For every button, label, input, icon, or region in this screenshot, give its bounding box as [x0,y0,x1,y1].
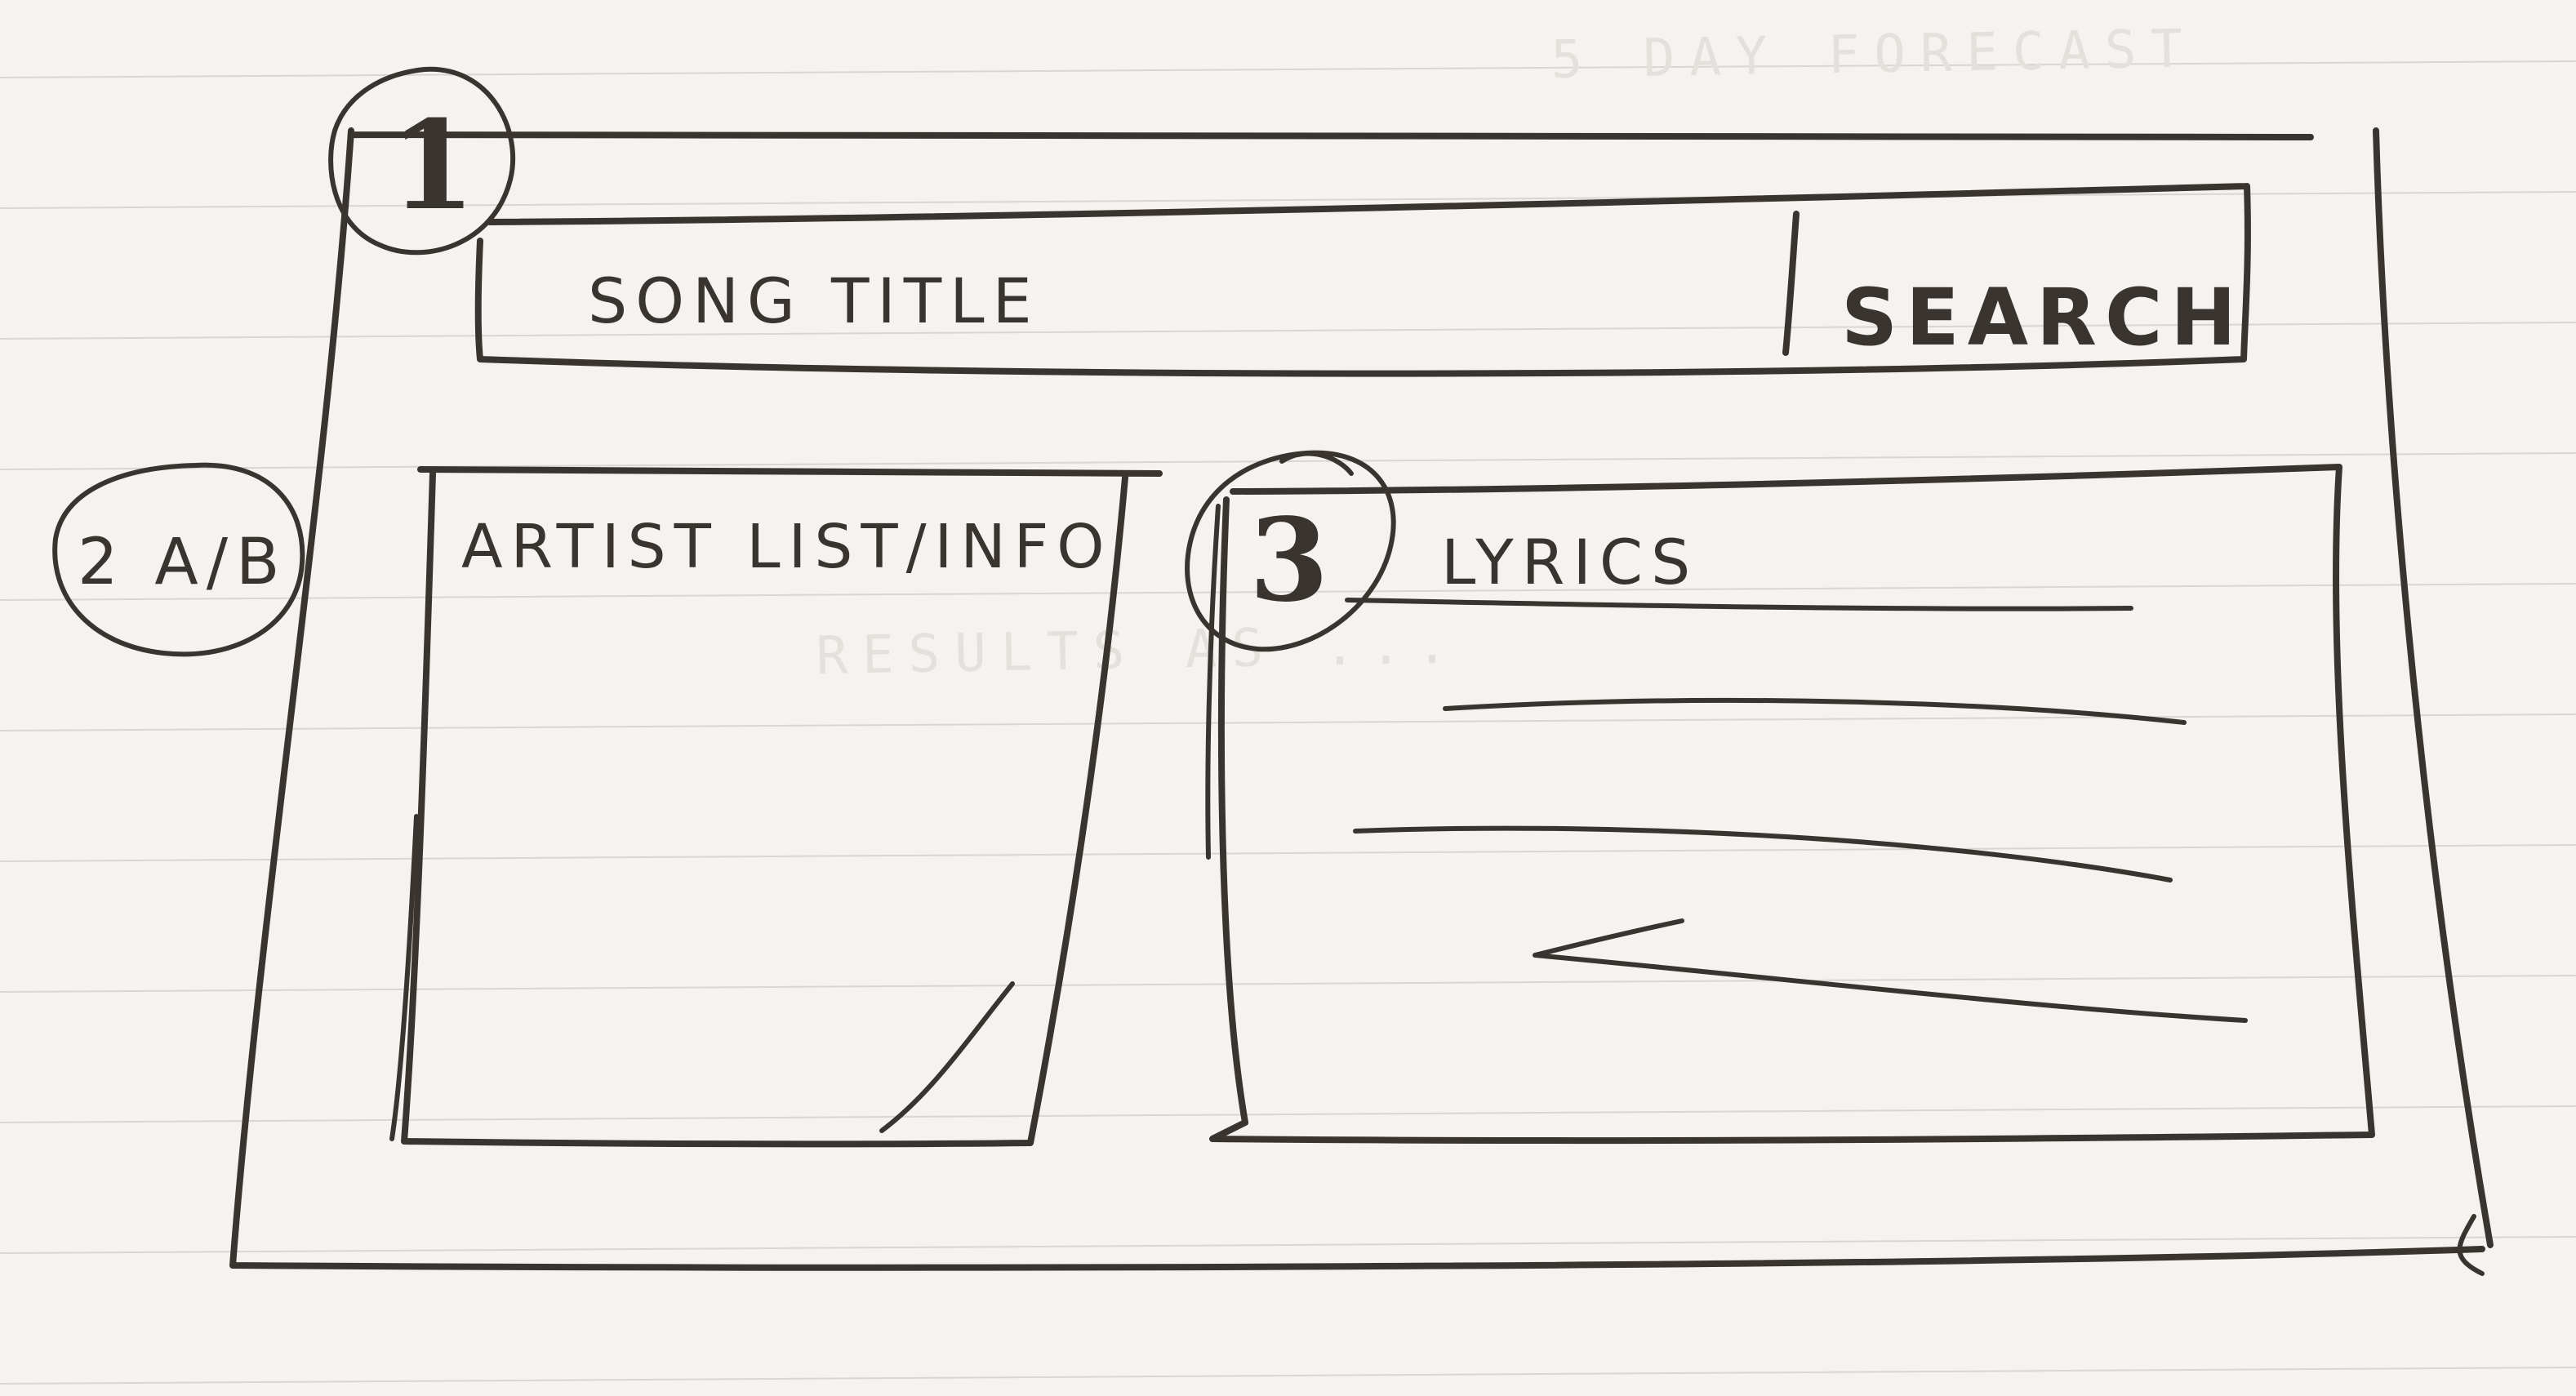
artist-panel [401,466,1163,1148]
ghost-text-middle: RESULTS AS ... [816,615,1463,687]
lyrics-line-4 [1533,918,2248,1023]
callout-1-number: 1 [390,94,475,238]
callout-2ab: 2 A/B [52,462,305,657]
search-divider [1782,211,1800,356]
callout-1: 1 [328,66,516,256]
song-title-input: SONG TITLE [588,265,1040,337]
lyrics-line-1 [1345,598,2133,611]
lyrics-panel-label: LYRICS [1441,526,1698,598]
callout-2ab-circle [52,462,305,657]
callout-3: 3 [1185,450,1396,652]
artist-panel-label: ARTIST LIST/INFO [461,512,1113,582]
callout-3-circle [1185,450,1396,652]
lyrics-panel [1209,464,2375,1145]
lyrics-panel-left-double-line [1205,504,1221,860]
lyrics-line-3 [1353,825,2173,883]
notebook-rules [0,60,2576,1385]
artist-panel-left-double-line [389,814,419,1141]
lyrics-line-2 [1443,697,2187,725]
ghost-text-top: 5 DAY FORECAST [1550,19,2198,91]
artist-panel-corner-stroke [879,981,1015,1133]
search-button: SEARCH [1841,272,2245,363]
callout-1-circle [328,66,516,256]
callout-3-number: 3 [1249,494,1328,628]
callout-2ab-label: 2 A/B [78,526,288,599]
outer-frame-corner-tail [2457,1214,2485,1276]
outer-window-frame [229,127,2494,1271]
lyrics-placeholder-lines [1345,598,2248,1023]
header-bar [474,183,2251,377]
